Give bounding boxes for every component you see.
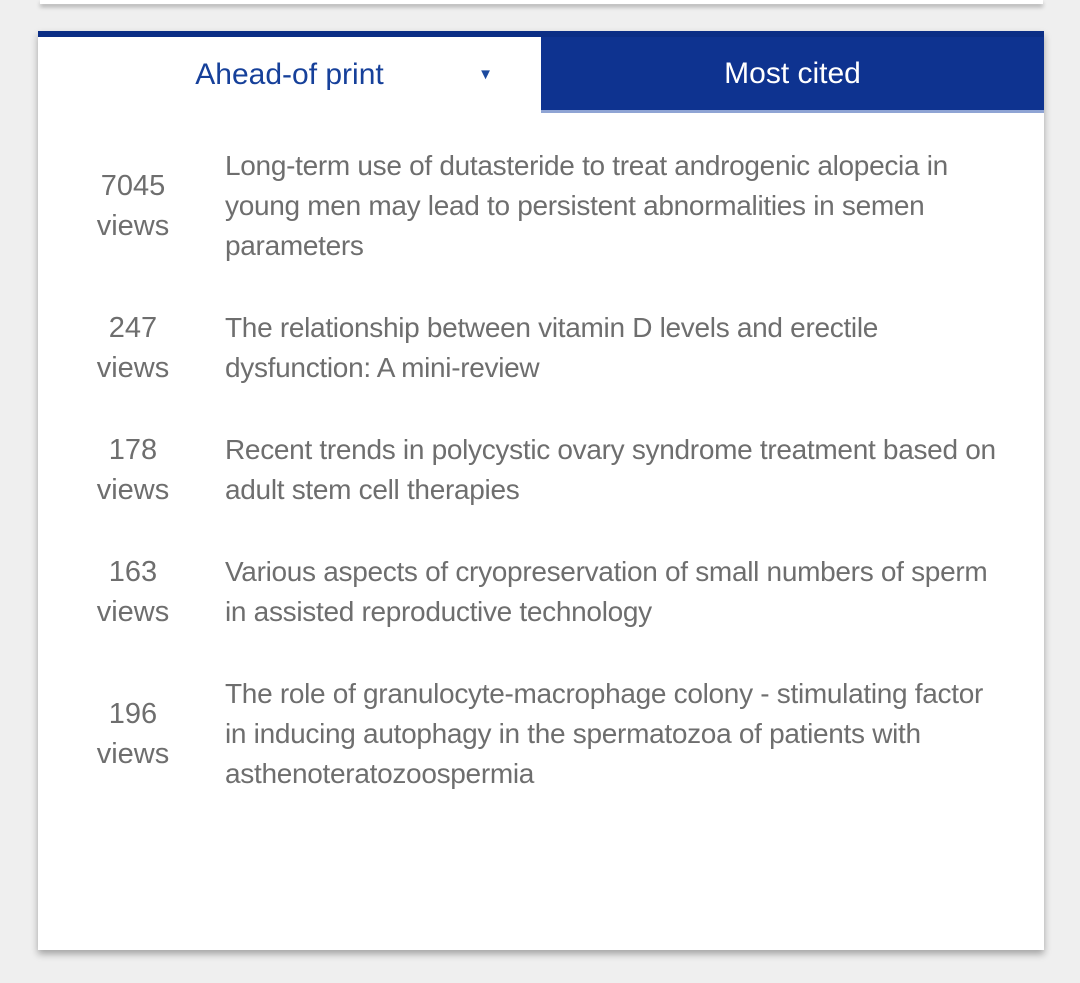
article-row: 178 views Recent trends in polycystic ov… [58, 430, 996, 510]
views-number: 196 [108, 698, 158, 730]
tab-most-cited-label: Most cited [724, 56, 861, 90]
tab-bar: Ahead-of print ▼ Most cited [38, 31, 1044, 113]
views-count: 163 views [58, 552, 208, 632]
article-title-link[interactable]: Various aspects of cryopreservation of s… [225, 556, 988, 627]
article-row: 7045 views Long-term use of dutasteride … [58, 146, 996, 266]
article-list: 7045 views Long-term use of dutasteride … [38, 113, 1044, 794]
tab-ahead-of-print-label: Ahead-of print [195, 58, 384, 91]
article-title-link[interactable]: Long-term use of dutasteride to treat an… [225, 150, 948, 261]
views-label: views [96, 474, 170, 506]
views-label: views [96, 352, 170, 384]
views-number: 7045 [100, 170, 166, 202]
views-count: 7045 views [58, 166, 208, 246]
article-title-link[interactable]: The relationship between vitamin D level… [225, 312, 879, 383]
article-title-link[interactable]: Recent trends in polycystic ovary syndro… [225, 434, 996, 505]
article-row: 163 views Various aspects of cryopreserv… [58, 552, 996, 632]
most-viewed-articles-widget: Ahead-of print ▼ Most cited 7045 views L… [38, 31, 1044, 950]
article-row: 247 views The relationship between vitam… [58, 308, 996, 388]
views-number: 178 [108, 434, 158, 466]
views-label: views [96, 210, 170, 242]
chevron-down-icon[interactable]: ▼ [478, 65, 493, 83]
views-label: views [96, 596, 170, 628]
article-row: 196 views The role of granulocyte-macrop… [58, 674, 996, 794]
views-label: views [96, 738, 170, 770]
views-count: 178 views [58, 430, 208, 510]
card-above-bottom-edge [40, 0, 1043, 4]
tab-ahead-of-print[interactable]: Ahead-of print ▼ [38, 37, 541, 113]
views-count: 196 views [58, 694, 208, 774]
tab-most-cited[interactable]: Most cited [541, 37, 1044, 113]
article-title-link[interactable]: The role of granulocyte-macrophage colon… [225, 678, 984, 789]
views-number: 163 [108, 556, 158, 588]
views-number: 247 [108, 312, 158, 344]
views-count: 247 views [58, 308, 208, 388]
